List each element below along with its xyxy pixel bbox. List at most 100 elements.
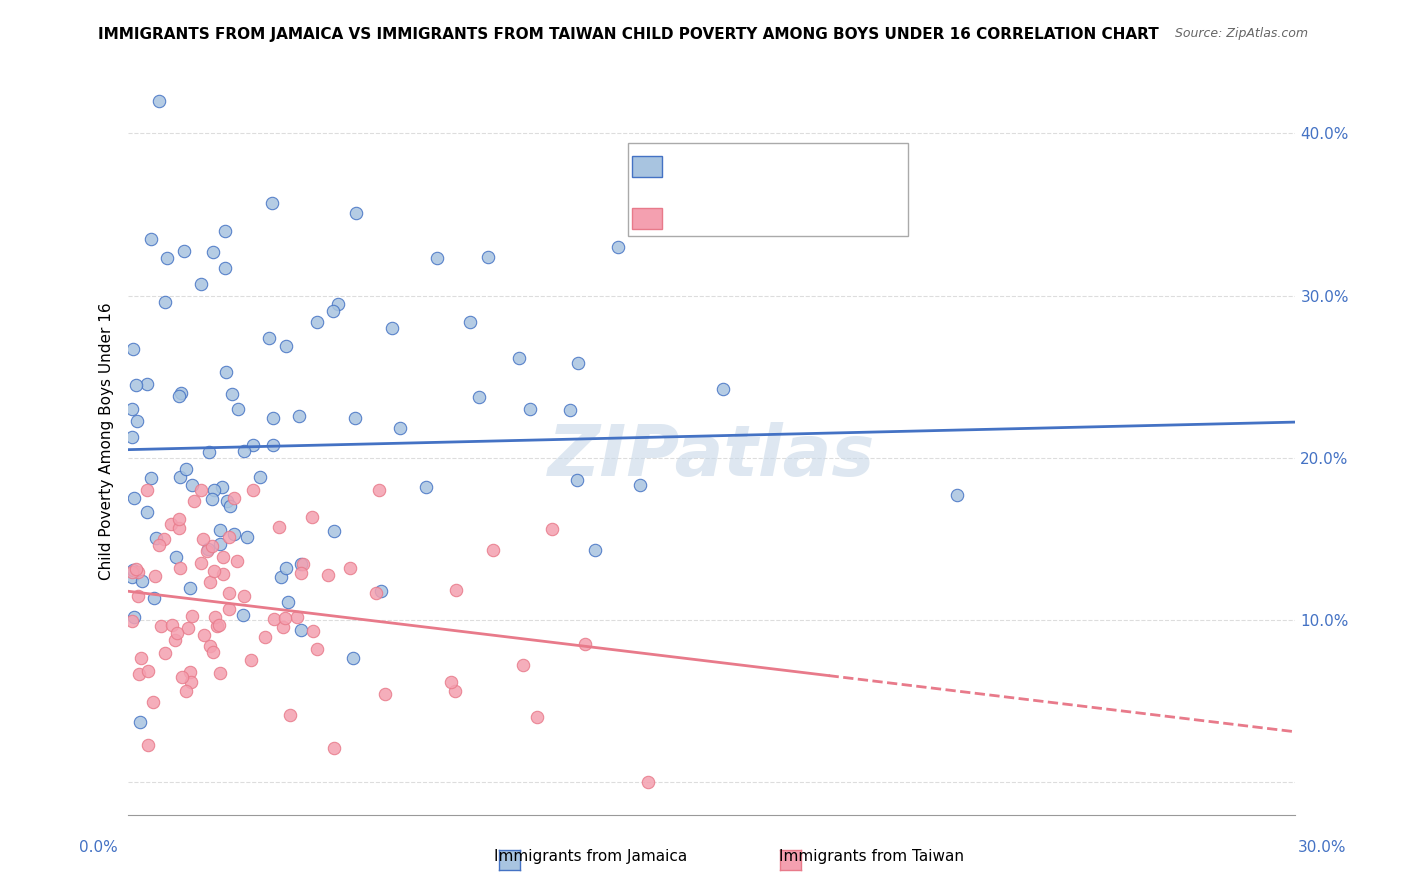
- Point: [290, 566, 312, 580]
- Point: [174, 462, 197, 476]
- Point: [169, 560, 191, 574]
- Point: [195, 544, 218, 558]
- Point: [153, 533, 176, 547]
- Point: [254, 631, 277, 645]
- Point: [526, 710, 548, 724]
- Point: [131, 574, 153, 589]
- Point: [180, 609, 202, 624]
- Point: [201, 540, 224, 554]
- Point: [242, 483, 264, 498]
- Point: [127, 565, 149, 579]
- Point: [209, 665, 232, 680]
- Point: [201, 491, 224, 506]
- Point: [262, 195, 284, 210]
- Point: [191, 532, 214, 546]
- Point: [131, 650, 153, 665]
- Text: Immigrants from Taiwan: Immigrants from Taiwan: [779, 849, 965, 863]
- Point: [301, 624, 323, 638]
- Point: [307, 642, 329, 657]
- Point: [201, 245, 224, 260]
- Point: [242, 438, 264, 452]
- Text: ZIPatlas: ZIPatlas: [548, 422, 876, 491]
- Point: [128, 667, 150, 681]
- Point: [179, 581, 201, 595]
- Text: Source: ZipAtlas.com: Source: ZipAtlas.com: [1174, 27, 1308, 40]
- Point: [226, 401, 249, 416]
- Point: [290, 558, 312, 572]
- Point: [165, 549, 187, 564]
- Point: [326, 297, 349, 311]
- Point: [190, 556, 212, 570]
- Point: [148, 94, 170, 108]
- Point: [136, 738, 159, 752]
- Point: [167, 512, 190, 526]
- Text: R =  0.031   N = 86: R = 0.031 N = 86: [636, 152, 824, 169]
- Point: [122, 491, 145, 505]
- Point: [225, 554, 247, 568]
- Point: [273, 610, 295, 624]
- Point: [481, 543, 503, 558]
- Point: [143, 569, 166, 583]
- Point: [198, 575, 221, 590]
- Point: [628, 478, 651, 492]
- Point: [222, 527, 245, 541]
- Point: [560, 402, 582, 417]
- Point: [239, 653, 262, 667]
- Point: [946, 488, 969, 502]
- Point: [249, 470, 271, 484]
- Point: [316, 568, 339, 582]
- Point: [262, 438, 284, 452]
- Point: [136, 505, 159, 519]
- Point: [322, 304, 344, 318]
- Point: [202, 483, 225, 497]
- Point: [388, 421, 411, 435]
- Point: [125, 378, 148, 392]
- Point: [125, 414, 148, 428]
- Point: [208, 537, 231, 551]
- Point: [512, 658, 534, 673]
- Point: [143, 591, 166, 606]
- Point: [290, 624, 312, 638]
- Point: [342, 650, 364, 665]
- Text: Immigrants from Jamaica: Immigrants from Jamaica: [494, 849, 688, 863]
- Point: [292, 557, 315, 571]
- Point: [217, 494, 239, 508]
- Point: [166, 626, 188, 640]
- Text: 0.0%: 0.0%: [79, 840, 118, 855]
- Point: [202, 564, 225, 578]
- Point: [301, 510, 323, 524]
- Point: [176, 621, 198, 635]
- Point: [193, 627, 215, 641]
- Point: [170, 670, 193, 684]
- Point: [415, 480, 437, 494]
- Point: [443, 683, 465, 698]
- Point: [149, 619, 172, 633]
- Point: [122, 343, 145, 357]
- Point: [136, 377, 159, 392]
- Point: [323, 741, 346, 756]
- Point: [370, 584, 392, 599]
- Point: [214, 261, 236, 276]
- Point: [271, 620, 294, 634]
- Point: [197, 541, 219, 556]
- Point: [218, 530, 240, 544]
- Point: [209, 523, 232, 537]
- Point: [156, 252, 179, 266]
- Point: [211, 550, 233, 565]
- Text: 30.0%: 30.0%: [1298, 840, 1346, 855]
- Text: IMMIGRANTS FROM JAMAICA VS IMMIGRANTS FROM TAIWAN CHILD POVERTY AMONG BOYS UNDER: IMMIGRANTS FROM JAMAICA VS IMMIGRANTS FR…: [98, 27, 1159, 42]
- Point: [280, 708, 302, 723]
- Point: [121, 570, 143, 584]
- Point: [339, 561, 361, 575]
- Point: [567, 473, 589, 487]
- Point: [170, 386, 193, 401]
- Point: [183, 493, 205, 508]
- Point: [374, 687, 396, 701]
- Point: [212, 566, 235, 581]
- Point: [162, 618, 184, 632]
- Point: [711, 383, 734, 397]
- Point: [122, 609, 145, 624]
- Point: [426, 252, 449, 266]
- Point: [142, 695, 165, 709]
- Point: [458, 315, 481, 329]
